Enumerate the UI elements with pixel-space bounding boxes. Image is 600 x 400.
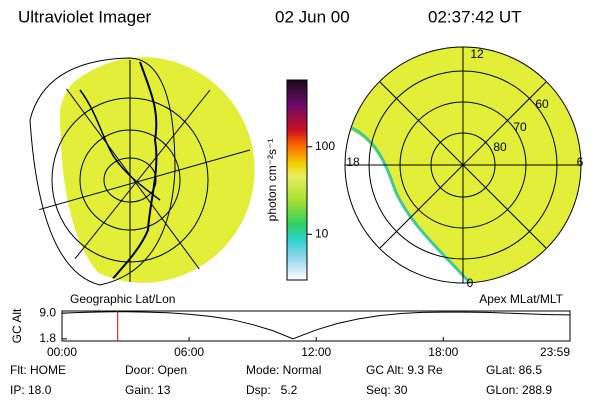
altitude-plot-frame <box>61 310 571 342</box>
colorbar-label: photon cm⁻²s⁻¹ <box>265 139 279 222</box>
status-field: IP: 18.0 <box>10 383 52 397</box>
lat-label: 80 <box>493 140 507 154</box>
status-field: Seq: 30 <box>366 383 408 397</box>
status-field: GLon: 288.9 <box>486 383 552 397</box>
status-field: Door: Open <box>125 363 187 377</box>
date: 02 Jun 00 <box>275 7 350 26</box>
instrument: Ultraviolet Imager <box>18 7 152 26</box>
status-field: Flt: HOME <box>10 363 66 377</box>
x-tick-label: 18:00 <box>428 345 458 359</box>
right-map <box>344 46 582 284</box>
status-field: GC Alt: 9.3 Re <box>366 363 443 377</box>
left-map-label: Geographic Lat/Lon <box>70 292 175 306</box>
status-field: Mode: Normal <box>246 363 321 377</box>
time: 02:37:42 UT <box>428 7 522 26</box>
colorbar-tick-label: 10 <box>315 226 329 240</box>
lat-label: 60 <box>535 97 549 111</box>
y-tick-label: 9.0 <box>39 305 56 319</box>
x-tick-label: 06:00 <box>174 345 204 359</box>
altitude-line <box>61 311 571 340</box>
mlt-label: 12 <box>470 47 484 61</box>
colorbar-tick-label: 100 <box>315 139 335 153</box>
mlt-label: 0 <box>467 276 474 290</box>
x-tick-label: 00:00 <box>47 345 77 359</box>
mlt-label: 6 <box>577 155 584 169</box>
status-field: Dsp: 5.2 <box>246 383 298 397</box>
x-tick-label: 12:00 <box>301 345 331 359</box>
x-tick-label: 23:59 <box>540 345 570 359</box>
lat-label: 70 <box>513 120 527 134</box>
altitude-label: GC Alt <box>10 308 24 343</box>
left-map <box>29 57 255 286</box>
colorbar <box>286 79 308 281</box>
right-map-label: Apex MLat/MLT <box>479 292 563 306</box>
mlt-label: 18 <box>346 155 360 169</box>
status-field: Gain: 13 <box>125 383 171 397</box>
status-field: GLat: 86.5 <box>486 363 542 377</box>
y-tick-label: 1.8 <box>39 331 56 345</box>
